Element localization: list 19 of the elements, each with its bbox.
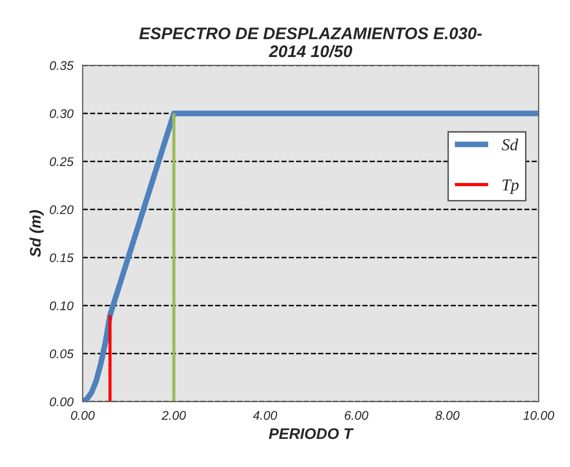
x-tick-label: 10.00 <box>523 410 554 420</box>
x-tick-label: 4.00 <box>252 410 278 420</box>
x-axis-title: PERIODO T <box>268 428 354 440</box>
x-tick-label: 6.00 <box>344 410 368 420</box>
y-tick-label: 0.05 <box>50 349 74 358</box>
x-tick-label: 0.00 <box>71 410 95 420</box>
y-axis-title: Sd (m) <box>30 210 44 258</box>
y-tick-label: 0.25 <box>50 157 74 166</box>
legend-label: Tp <box>502 180 519 194</box>
y-tick-label: 0.15 <box>50 253 74 262</box>
x-tick-label: 8.00 <box>436 410 460 420</box>
y-tick-label: 0.30 <box>50 109 74 118</box>
chart-title: ESPECTRO DE DESPLAZAMIENTOS E.030- 2014 10/50 <box>139 27 482 58</box>
y-tick-label: 0.35 <box>50 61 74 70</box>
y-tick-label: 0.20 <box>50 205 74 214</box>
x-tick-label: 2.00 <box>162 410 186 420</box>
y-tick-label: 0.00 <box>50 397 74 406</box>
y-tick-label: 0.10 <box>50 301 74 310</box>
legend-label: Sd <box>502 138 518 150</box>
